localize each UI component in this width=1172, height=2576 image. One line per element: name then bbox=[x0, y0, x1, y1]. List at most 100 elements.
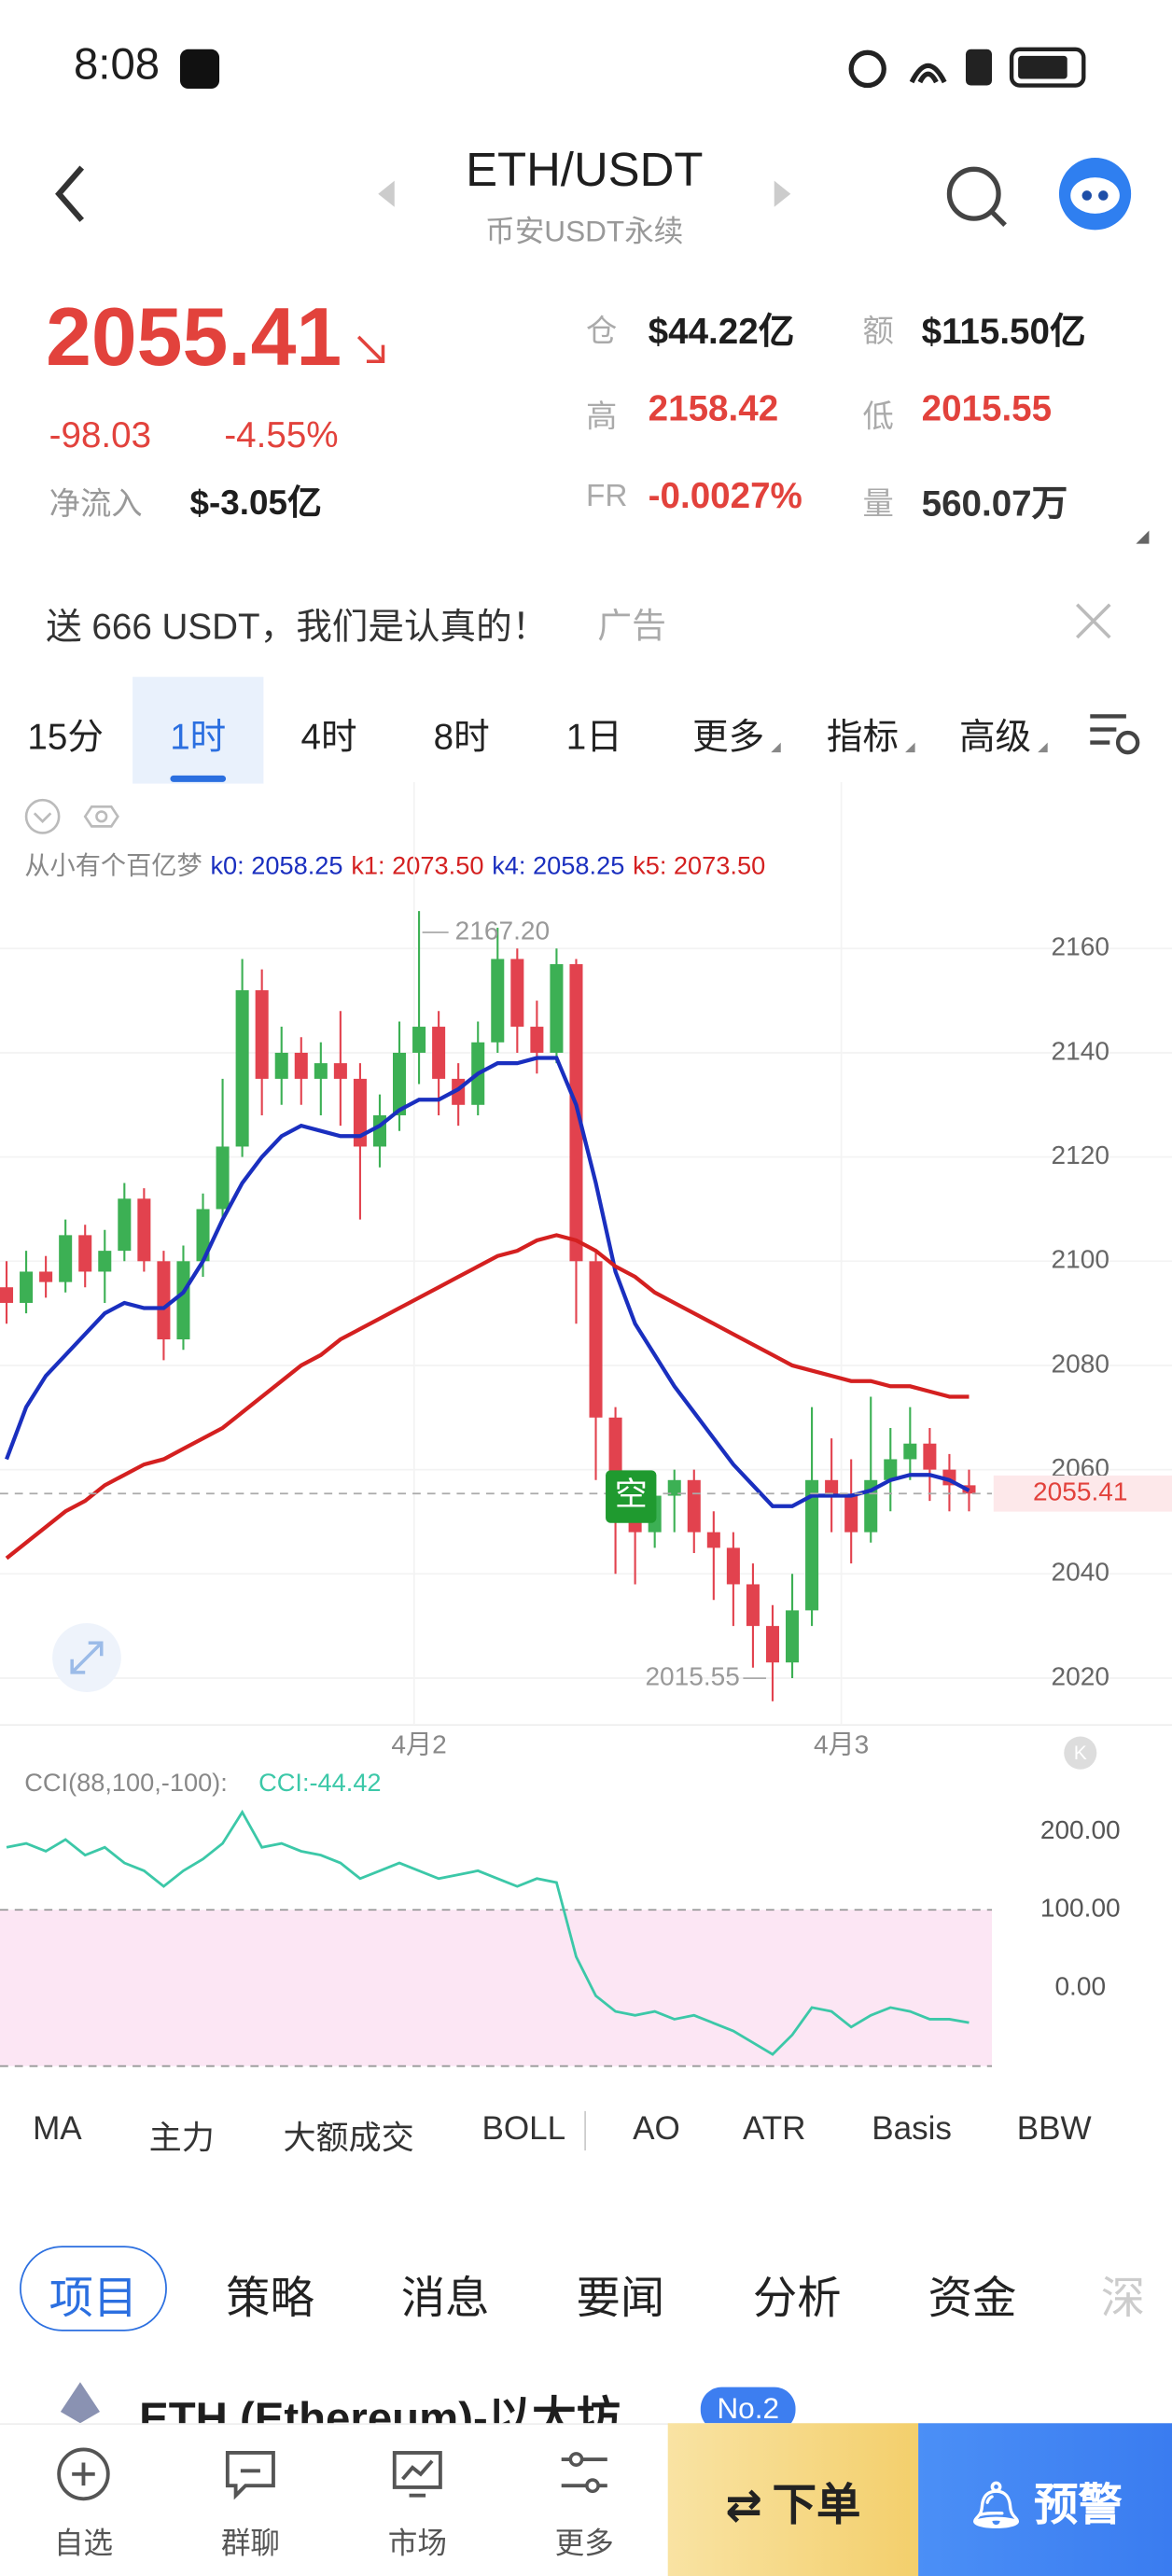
stat-label: 额 bbox=[862, 315, 894, 350]
indicator-tab[interactable]: AO bbox=[633, 2110, 680, 2148]
indicator-tab[interactable]: 大额成交 bbox=[283, 2121, 414, 2158]
indicator-legend: 从小有个百亿梦 k0: 2058.25 k1: 2073.50 k4: 2058.25… bbox=[24, 847, 765, 883]
legend-entry: k0: 2058.25 bbox=[210, 852, 343, 881]
candle-body bbox=[786, 1610, 800, 1663]
timeframe-tab[interactable]: 8时 bbox=[433, 716, 490, 758]
timeframe-tab[interactable]: 4时 bbox=[300, 716, 357, 758]
stat-value: $44.22亿 bbox=[648, 310, 795, 352]
nav-label[interactable]: 自选 bbox=[53, 2527, 114, 2560]
order-button[interactable]: ⇄ 下单 bbox=[667, 2423, 919, 2576]
candle-body bbox=[59, 1235, 73, 1282]
alert-button[interactable]: 🔔︎ 预警 bbox=[918, 2423, 1172, 2576]
chart-tools[interactable] bbox=[23, 797, 138, 836]
ad-text[interactable]: 送 666 USDT，我们是认真的！ bbox=[46, 606, 549, 648]
candle-body bbox=[196, 1209, 210, 1262]
timeframe-tab[interactable]: 指标 bbox=[826, 716, 900, 758]
candle-body bbox=[98, 1251, 112, 1272]
news-tab[interactable]: 项目 bbox=[49, 2274, 138, 2323]
indicator-tab[interactable]: BOLL bbox=[481, 2110, 566, 2148]
indicator-tab[interactable]: BBW bbox=[1016, 2110, 1092, 2148]
x-tick-label: 4月3 bbox=[814, 1729, 869, 1758]
news-tab[interactable]: 分析 bbox=[752, 2274, 842, 2323]
nav-label[interactable]: 群聊 bbox=[220, 2527, 280, 2560]
candle-body bbox=[884, 1459, 898, 1480]
news-tab[interactable]: 资金 bbox=[928, 2274, 1017, 2323]
expand-corner[interactable] bbox=[1135, 529, 1151, 546]
timeframe-tab[interactable]: 高级 bbox=[958, 716, 1032, 758]
y-tick-label: 2120 bbox=[1052, 1141, 1109, 1169]
nav-icon[interactable] bbox=[56, 2446, 112, 2501]
candle-body bbox=[844, 1495, 858, 1533]
avatar[interactable] bbox=[1057, 156, 1133, 231]
indicator-tab[interactable]: Basis bbox=[872, 2110, 952, 2148]
y-tick-label: 2080 bbox=[1052, 1349, 1109, 1378]
prev-pair[interactable] bbox=[375, 177, 398, 210]
timeframe-tab[interactable]: 1日 bbox=[565, 716, 622, 758]
indicator-tab[interactable]: MA bbox=[33, 2110, 82, 2148]
pair-title[interactable]: ETH/USDT bbox=[466, 144, 704, 198]
x-tick-label: 4月2 bbox=[391, 1729, 446, 1758]
last-price: 2055.41 bbox=[46, 290, 342, 384]
stat-label: FR bbox=[586, 479, 628, 514]
status-app-icon bbox=[179, 49, 220, 90]
nav-label[interactable]: 更多 bbox=[554, 2527, 614, 2560]
stat-label: 低 bbox=[862, 400, 894, 436]
candle-body bbox=[393, 1052, 407, 1115]
candle-body bbox=[314, 1063, 328, 1079]
stat-value: 2158.42 bbox=[648, 387, 779, 429]
next-pair[interactable] bbox=[771, 177, 794, 210]
short-marker bbox=[606, 1470, 657, 1523]
ma-line bbox=[5, 1056, 970, 1508]
k-badge[interactable]: K bbox=[1064, 1736, 1097, 1770]
candle-body bbox=[510, 959, 524, 1028]
last-price-tag bbox=[993, 1475, 1172, 1512]
fullscreen-button[interactable] bbox=[52, 1623, 121, 1693]
candle-body bbox=[412, 1027, 426, 1053]
legend-entry: k5: 2073.50 bbox=[633, 852, 766, 881]
cci-band bbox=[0, 1910, 993, 2066]
candle-body bbox=[432, 1027, 446, 1079]
cci-tick-label: 100.00 bbox=[1040, 1894, 1121, 1923]
indicator-name: 从小有个百亿梦 bbox=[24, 852, 202, 881]
timeframe-tab[interactable]: 15分 bbox=[27, 716, 104, 758]
news-tab[interactable]: 策略 bbox=[226, 2274, 314, 2323]
news-tab[interactable]: 消息 bbox=[400, 2274, 490, 2323]
nav-icon[interactable] bbox=[223, 2446, 279, 2500]
candle-body bbox=[825, 1479, 839, 1496]
netflow-label: 净流入 bbox=[49, 487, 143, 523]
nav-label[interactable]: 市场 bbox=[387, 2527, 447, 2560]
candle-body bbox=[294, 1052, 308, 1079]
nav-icon[interactable] bbox=[389, 2446, 445, 2498]
dropdown-mark bbox=[1038, 742, 1048, 753]
back-button[interactable] bbox=[49, 161, 99, 226]
candle-body bbox=[805, 1479, 819, 1611]
indicator-tab[interactable]: ATR bbox=[742, 2110, 806, 2148]
candle-body bbox=[78, 1235, 92, 1272]
stat-value: $115.50亿 bbox=[921, 310, 1086, 352]
short-marker-text: 空 bbox=[615, 1477, 648, 1513]
chart-settings[interactable] bbox=[1087, 709, 1143, 755]
stat-label: 量 bbox=[862, 487, 894, 523]
timeframe-tab[interactable]: 1时 bbox=[170, 716, 227, 758]
candle-body bbox=[0, 1287, 14, 1303]
order-label: ⇄ 下单 bbox=[725, 2480, 861, 2530]
candle-body bbox=[333, 1063, 347, 1079]
candle-body bbox=[157, 1261, 171, 1340]
timeframe-tab[interactable]: 更多 bbox=[692, 716, 765, 758]
news-tab[interactable]: 深 bbox=[1100, 2274, 1146, 2323]
order-text: 下单 bbox=[772, 2480, 861, 2530]
alert-label: 🔔︎ 预警 bbox=[968, 2480, 1123, 2530]
indicator-tab[interactable]: 主力 bbox=[148, 2121, 215, 2158]
candle-body bbox=[903, 1443, 917, 1460]
last-price-label: 2055.41 bbox=[1033, 1477, 1127, 1506]
nav-icon[interactable] bbox=[556, 2446, 612, 2496]
ma-line bbox=[5, 1233, 970, 1561]
news-tab[interactable]: 要闻 bbox=[576, 2274, 665, 2323]
y-tick-label: 2160 bbox=[1052, 932, 1109, 961]
candle-body bbox=[706, 1532, 720, 1548]
ad-close[interactable] bbox=[1074, 601, 1113, 640]
candle-body bbox=[235, 989, 249, 1147]
candle-body bbox=[20, 1271, 34, 1303]
candle-body bbox=[589, 1261, 603, 1418]
search-button[interactable] bbox=[942, 161, 1013, 232]
